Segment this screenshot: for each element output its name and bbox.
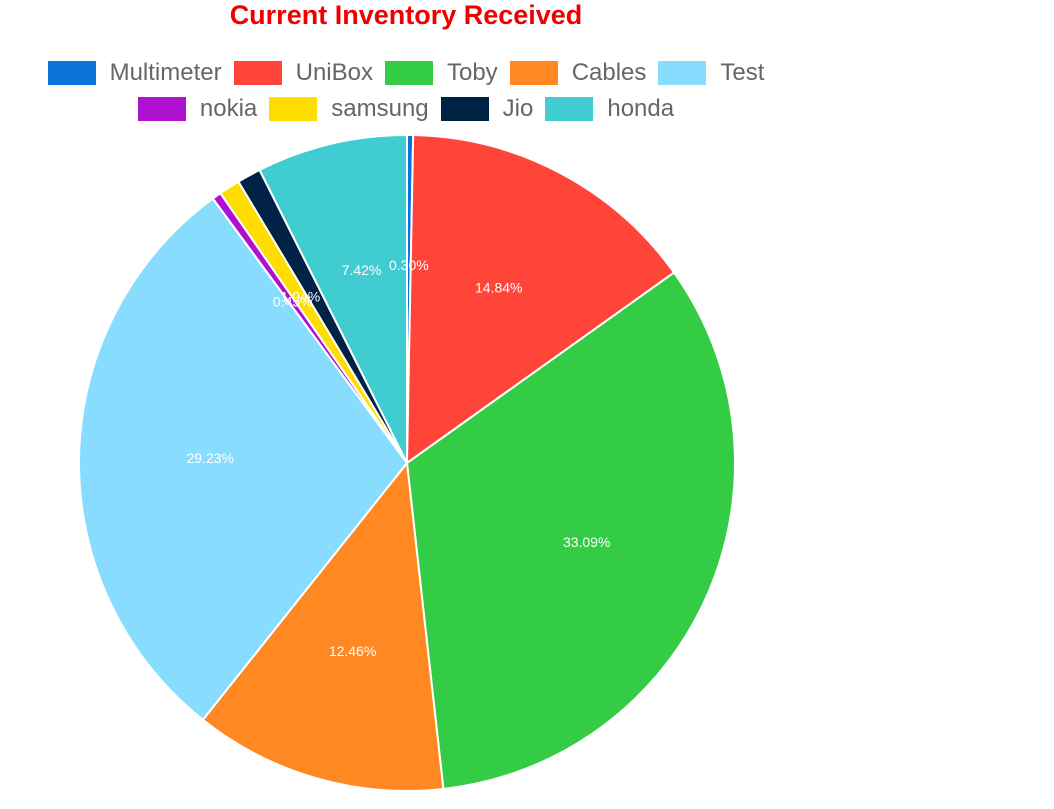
legend-swatch-cables — [509, 61, 558, 85]
legend-item-jio[interactable]: Jio — [440, 95, 534, 123]
chart-title: Current Inventory Received — [229, 0, 583, 30]
pie-slice-toby[interactable] — [405, 271, 736, 791]
pie-slice-unibox[interactable] — [405, 134, 676, 465]
pie-label-cables: 12.46% — [329, 643, 376, 659]
pie-slices — [78, 133, 736, 792]
legend-item-samsung[interactable]: samsung — [269, 95, 429, 123]
pie-label-honda: 7.42% — [342, 262, 382, 278]
legend-label-toby: Toby — [446, 59, 498, 86]
legend-label-jio: Jio — [502, 95, 534, 122]
pie-label-toby: 33.09% — [563, 534, 610, 550]
legend-item-toby[interactable]: Toby — [384, 59, 498, 87]
pie-label-samsung: 1.04% — [281, 288, 321, 304]
legend-row-1: Multimeter UniBox Toby Cables Test — [0, 55, 812, 91]
legend-row-2: nokia samsung Jio honda — [0, 91, 812, 127]
legend-swatch-unibox — [233, 61, 282, 85]
legend-label-honda: honda — [607, 95, 675, 122]
legend-swatch-test — [658, 61, 707, 85]
legend-label-test: Test — [720, 59, 765, 86]
pie-label-multimeter: 0.30% — [389, 257, 429, 273]
legend-swatch-toby — [384, 61, 433, 85]
legend-swatch-samsung — [269, 97, 318, 121]
legend-swatch-honda — [545, 97, 594, 121]
pie-slice-test[interactable] — [78, 197, 409, 722]
legend-swatch-nokia — [137, 97, 186, 121]
legend-label-multimeter: Multimeter — [109, 59, 222, 86]
legend-label-cables: Cables — [571, 59, 647, 86]
pie-slice-honda[interactable] — [258, 133, 408, 464]
legend-swatch-multimeter — [47, 61, 96, 85]
legend-swatch-jio — [440, 97, 489, 121]
legend-label-unibox: UniBox — [295, 59, 373, 86]
pie-slice-cables[interactable] — [201, 460, 445, 792]
legend-item-test[interactable]: Test — [658, 59, 764, 87]
legend-item-nokia[interactable]: nokia — [137, 95, 258, 123]
legend-item-cables[interactable]: Cables — [509, 59, 647, 87]
pie-slice-labels: 0.30% 14.84% 33.09% 12.46% 29.23% 0.45%1.04% 7… — [186, 257, 610, 659]
chart-legend: Multimeter UniBox Toby Cables Test nokia… — [0, 55, 812, 127]
legend-label-samsung: samsung — [331, 95, 429, 122]
legend-item-unibox[interactable]: UniBox — [233, 59, 373, 87]
pie-label-unibox: 14.84% — [475, 280, 522, 296]
legend-item-multimeter[interactable]: Multimeter — [47, 59, 222, 87]
legend-item-honda[interactable]: honda — [545, 95, 674, 123]
pie-label-nokia: 0.45% — [273, 293, 313, 309]
pie-label-test: 29.23% — [186, 450, 233, 466]
legend-label-nokia: nokia — [199, 95, 258, 122]
